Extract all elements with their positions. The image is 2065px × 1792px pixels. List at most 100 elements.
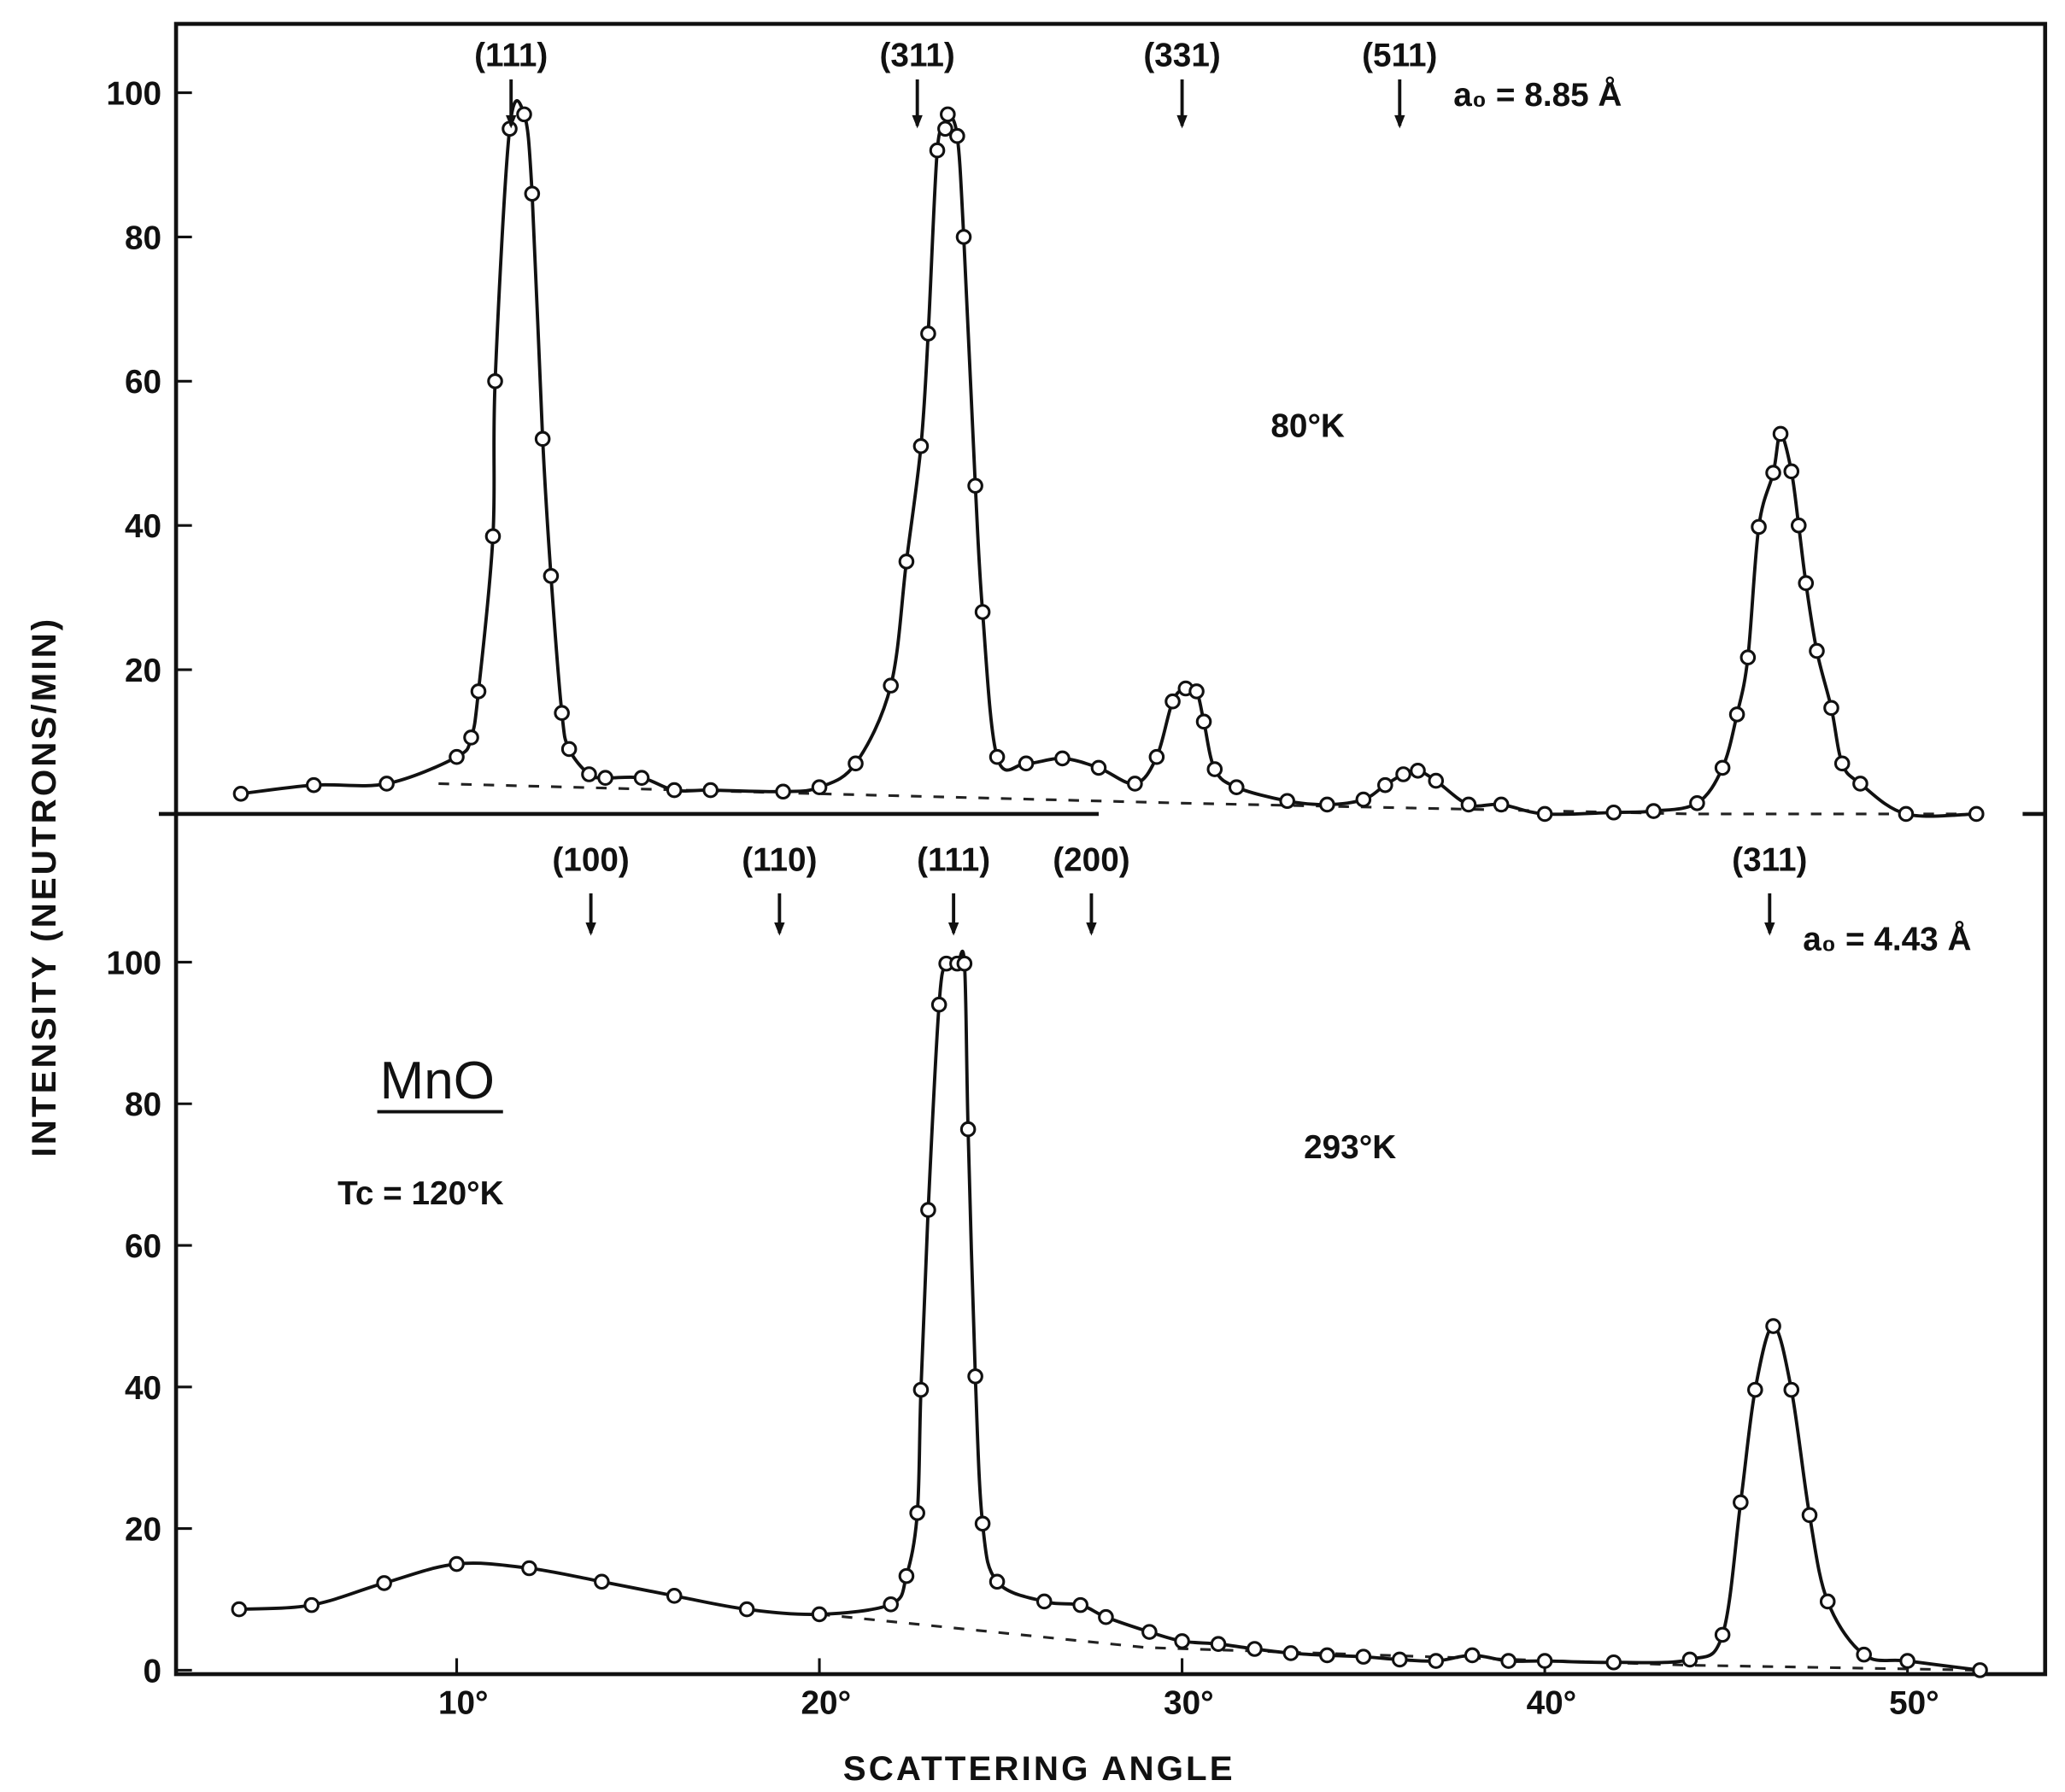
data-point — [955, 229, 972, 245]
data-point — [449, 1555, 465, 1572]
intensity-curve — [240, 99, 1977, 818]
data-point — [775, 783, 791, 800]
y-tick-label: 40 — [125, 1370, 161, 1407]
data-point — [516, 106, 532, 123]
data-point — [231, 1601, 248, 1618]
data-point — [521, 1560, 537, 1577]
data-point — [1391, 1651, 1408, 1668]
intensity-curve — [238, 949, 1980, 1672]
data-point — [1460, 796, 1477, 813]
data-point — [1500, 1653, 1516, 1669]
y-tick-label: 80 — [125, 220, 161, 256]
data-point — [1054, 750, 1071, 767]
data-point — [534, 430, 551, 448]
data-point — [484, 528, 502, 545]
data-point — [974, 604, 991, 620]
arrow-head-icon — [1086, 922, 1097, 936]
data-point — [1899, 1653, 1915, 1669]
x-tick-label: 50° — [1889, 1685, 1939, 1722]
bottom-temperature-label: 293°K — [1304, 1129, 1396, 1166]
y-tick-label: 60 — [125, 364, 161, 401]
peak-index-label: (200) — [1053, 842, 1129, 879]
peak-index-label: (331) — [1143, 38, 1220, 74]
data-point — [597, 770, 613, 787]
data-point — [1605, 1654, 1622, 1671]
y-axis-label: INTENSITY (NEUTRONS/MIN) — [25, 617, 63, 1157]
data-point — [1809, 642, 1825, 659]
data-point — [1646, 803, 1662, 819]
y-tick-label: 80 — [125, 1086, 161, 1123]
data-point — [898, 1567, 915, 1584]
data-point — [811, 779, 828, 795]
data-point — [1319, 1647, 1335, 1664]
data-point — [1801, 1507, 1818, 1524]
peak-index-label: (311) — [1732, 842, 1807, 879]
x-tick-label: 20° — [801, 1685, 852, 1722]
data-point — [594, 1573, 610, 1590]
data-point — [303, 1596, 320, 1613]
data-point — [1164, 693, 1181, 710]
data-point — [1127, 776, 1143, 792]
data-point — [920, 325, 936, 342]
data-point — [449, 748, 465, 765]
data-point — [1739, 649, 1757, 666]
data-point — [1536, 805, 1553, 823]
data-point — [1856, 1646, 1872, 1663]
data-point — [1428, 1653, 1445, 1669]
data-point — [487, 373, 503, 389]
data-point — [898, 553, 915, 570]
arrow-head-icon — [1764, 922, 1775, 936]
data-point — [1493, 796, 1510, 813]
y-tick-label: 0 — [143, 1653, 161, 1690]
peak-index-label: (111) — [474, 38, 548, 74]
data-point — [1210, 1636, 1227, 1653]
data-point — [937, 120, 953, 138]
data-point — [1747, 1381, 1763, 1398]
data-point — [1377, 776, 1393, 794]
data-point — [1798, 575, 1815, 592]
y-tick-label: 60 — [125, 1228, 161, 1265]
data-point — [1174, 1633, 1190, 1649]
data-point — [666, 1588, 683, 1604]
data-point — [470, 683, 487, 700]
data-point — [1733, 1494, 1749, 1511]
data-point — [848, 755, 864, 772]
bottom-lattice-label: a₀ = 4.43 Å — [1803, 921, 1971, 958]
data-point — [912, 1381, 930, 1398]
data-point — [883, 677, 899, 694]
data-point — [543, 567, 560, 584]
data-point — [1410, 762, 1426, 779]
data-point — [1464, 1647, 1481, 1664]
data-point — [738, 1601, 755, 1618]
data-point — [1188, 683, 1205, 700]
data-point — [1395, 766, 1411, 782]
data-point — [1898, 805, 1915, 823]
y-tick-label: 20 — [125, 653, 161, 689]
data-point — [376, 1575, 392, 1591]
data-point — [633, 770, 650, 787]
data-point — [1819, 1593, 1836, 1610]
data-point — [1098, 1608, 1114, 1625]
data-point — [1790, 517, 1807, 534]
data-point — [1090, 759, 1107, 776]
data-point — [1355, 791, 1372, 808]
arrow-head-icon — [912, 114, 923, 129]
x-tick-label: 30° — [1164, 1685, 1214, 1722]
data-point — [1228, 779, 1245, 795]
data-point — [1765, 1318, 1781, 1334]
data-point — [666, 782, 683, 799]
data-point — [940, 106, 956, 123]
top-panel-80K: 20 40 60 80 100 (111) (311) (331) (511) — [106, 38, 1985, 823]
data-point — [1206, 761, 1223, 777]
peak-index-label: (111) — [917, 842, 990, 879]
data-point — [912, 437, 930, 454]
compound-label: MnO — [380, 1051, 495, 1110]
x-tick-label: 10° — [438, 1685, 489, 1722]
data-point — [1783, 463, 1800, 480]
data-point — [378, 776, 395, 792]
arrow-head-icon — [585, 922, 596, 936]
data-point — [1833, 755, 1851, 772]
data-point — [524, 185, 541, 202]
data-point — [920, 1202, 936, 1218]
